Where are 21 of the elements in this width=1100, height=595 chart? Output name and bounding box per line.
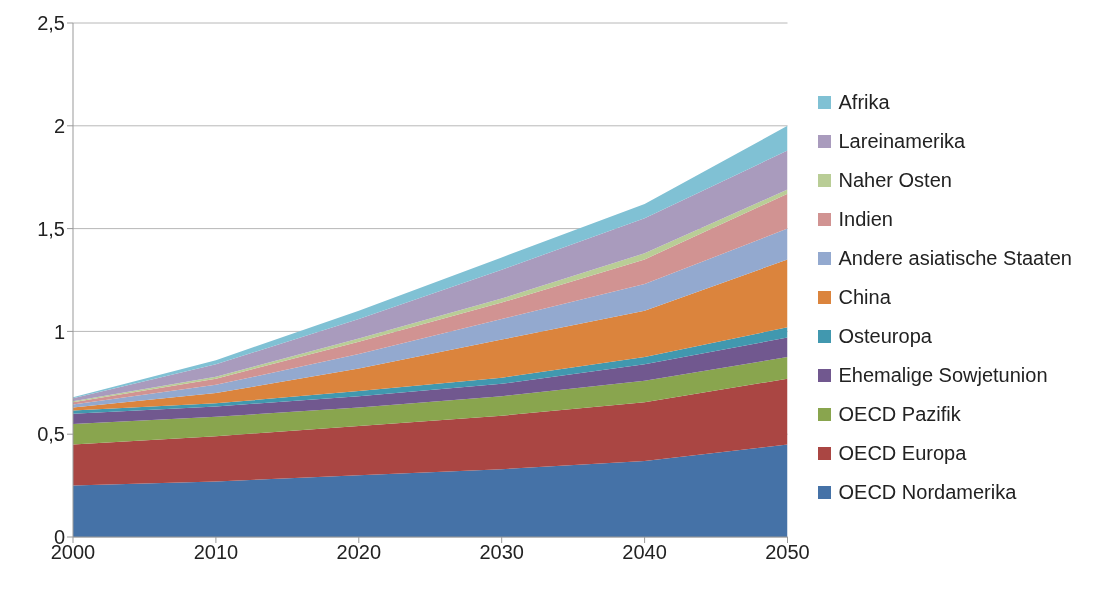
legend-label: OECD Europa	[838, 442, 967, 465]
legend-label: Lareinamerika	[838, 130, 966, 153]
legend-label: Ehemalige Sowjetunion	[838, 364, 1048, 387]
y-tick-label: 0,5	[37, 423, 65, 446]
x-tick-label: 2010	[193, 541, 239, 564]
y-tick-label: 2	[53, 114, 65, 137]
legend-label: Naher Osten	[838, 169, 952, 192]
legend-label: OECD Nordamerika	[838, 481, 1017, 504]
legend-label: Indien	[838, 208, 893, 231]
legend-label: Afrika	[838, 91, 890, 114]
y-tick-label: 1,5	[37, 217, 65, 240]
y-tick-label: 2,5	[37, 12, 65, 35]
x-tick-label: 2030	[479, 541, 524, 564]
legend-label: Andere asiatische Staaten	[838, 247, 1072, 270]
legend-label: Osteuropa	[838, 325, 932, 348]
legend-label: China	[838, 286, 891, 309]
x-tick-label: 2040	[622, 541, 667, 564]
y-tick-label: 1	[53, 320, 65, 343]
x-tick-label: 2020	[336, 541, 382, 564]
legend-label: OECD Pazifik	[838, 403, 961, 426]
x-tick-label: 2050	[765, 541, 810, 564]
